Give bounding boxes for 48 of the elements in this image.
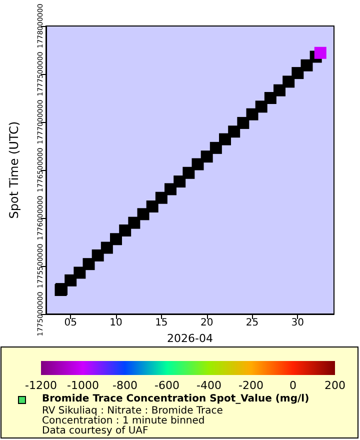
x-tick-label: 20 [200,318,214,328]
color-bar-label: -1000 [67,379,99,392]
point [182,166,195,179]
color-bar-label: -200 [238,379,264,392]
point [92,249,104,262]
x-tick-label: 15 [155,318,168,328]
point [210,142,222,154]
point [200,150,213,163]
color-bar-label: -1200 [25,379,57,392]
text: RV Sikuliaq : Nitrate : Bromide Trace [42,406,223,416]
point [246,108,258,120]
color-bar-label: -600 [154,379,180,392]
point [110,233,122,246]
point [146,200,158,212]
point [219,133,232,146]
point [128,216,140,229]
point [228,126,240,138]
point [264,92,276,104]
text: Data courtesy of UAF [42,426,148,436]
point [155,192,168,204]
point [292,67,304,80]
point [282,76,295,88]
x-tick-label: 10 [110,318,122,328]
y-axis-title: Spot Time (UTC) [7,121,21,219]
point [82,258,95,270]
text: Concentration : 1 minute binned [42,416,205,426]
color-bar-label: 0 [290,379,296,392]
color-bar-title: Bromide Trace Concentration Spot_Value (mg/l) [42,394,310,404]
point [64,274,77,286]
point [164,183,177,196]
point [74,266,86,279]
x-tick-label: 30 [291,318,304,328]
point [119,224,132,236]
color-bar-label: -800 [112,379,138,392]
x-tick-label: 05 [64,318,77,328]
point [314,46,326,59]
point [192,158,204,170]
point [137,208,150,220]
x-axis-title: 2026-04 [167,332,213,345]
point [300,59,313,72]
point [100,242,113,254]
color-bar-label: -400 [196,379,222,392]
point [174,176,186,188]
color-bar-label: 200 [324,379,346,392]
x-tick-label: 25 [246,318,259,328]
point [255,100,268,113]
point [274,84,286,96]
point [237,116,250,129]
